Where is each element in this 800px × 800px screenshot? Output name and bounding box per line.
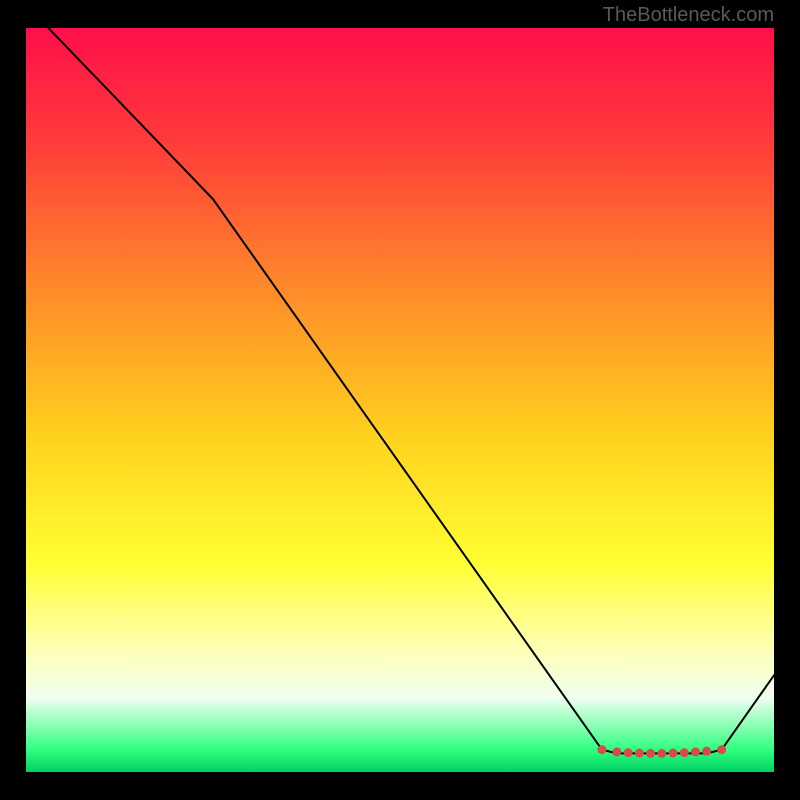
marker-point	[691, 747, 700, 756]
marker-point	[597, 745, 606, 754]
watermark-text: TheBottleneck.com	[603, 4, 774, 27]
marker-point	[646, 749, 655, 758]
marker-point	[680, 748, 689, 757]
marker-point	[624, 748, 633, 757]
marker-point	[669, 749, 678, 758]
chart-background	[26, 28, 774, 772]
marker-point	[657, 749, 666, 758]
chart-plot-area	[26, 28, 774, 772]
marker-point	[635, 749, 644, 758]
marker-point	[717, 745, 726, 754]
marker-point	[612, 747, 621, 756]
chart-svg	[26, 28, 774, 772]
marker-point	[702, 747, 711, 756]
